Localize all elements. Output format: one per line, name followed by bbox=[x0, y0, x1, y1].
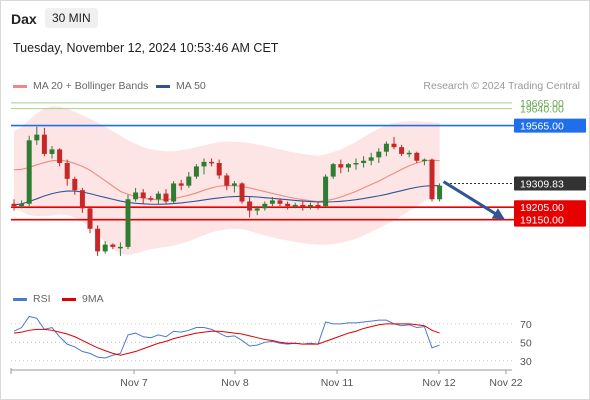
candle-body-54 bbox=[421, 159, 427, 162]
candle-body-36 bbox=[285, 203, 291, 207]
x-tick-label-3: Nov 12 bbox=[422, 377, 455, 389]
candle-body-30 bbox=[239, 183, 245, 202]
level-box-3 bbox=[514, 176, 586, 191]
candle-body-9 bbox=[79, 190, 85, 209]
x-tick-label-1: Nov 8 bbox=[221, 377, 249, 389]
rsi-tick-label-2: 30 bbox=[520, 356, 532, 368]
level-box-4 bbox=[514, 200, 586, 215]
candle-body-42 bbox=[330, 164, 336, 177]
projection-arrow-head-icon bbox=[491, 208, 505, 220]
candle-body-15 bbox=[125, 199, 131, 247]
legend-ma20: MA 20 + Bollinger Bands bbox=[13, 80, 148, 92]
candle-body-16 bbox=[133, 192, 139, 200]
legend-ma20-label: MA 20 + Bollinger Bands bbox=[33, 80, 149, 92]
candle-body-35 bbox=[277, 200, 283, 204]
legend-ma50-label: MA 50 bbox=[176, 80, 206, 92]
candle-body-47 bbox=[368, 157, 374, 161]
candle-body-52 bbox=[406, 152, 412, 155]
candle-body-49 bbox=[383, 143, 389, 152]
ma50-swatch-icon bbox=[156, 84, 170, 88]
symbol-label: Dax bbox=[11, 11, 37, 27]
level-label-3: 19309.83 bbox=[520, 178, 564, 190]
rsi-tick-label-1: 50 bbox=[520, 337, 532, 349]
legend-9ma: 9MA bbox=[62, 293, 104, 305]
candle-body-37 bbox=[292, 204, 298, 207]
candle-body-53 bbox=[414, 152, 420, 161]
candle-body-34 bbox=[269, 200, 275, 204]
candle-body-8 bbox=[72, 178, 78, 191]
candle-body-38 bbox=[300, 204, 306, 207]
rsi-series-9ma bbox=[13, 323, 440, 356]
candle-body-4 bbox=[41, 134, 47, 154]
candle-body-11 bbox=[95, 228, 101, 252]
rsi-tick-label-0: 70 bbox=[520, 319, 532, 331]
candle-body-25 bbox=[201, 161, 207, 167]
candle-body-23 bbox=[186, 176, 192, 186]
candle-body-10 bbox=[87, 208, 93, 229]
candle-body-39 bbox=[307, 204, 313, 207]
rsi-swatch-icon bbox=[13, 297, 27, 301]
toolbar: Dax 30 MIN bbox=[0, 0, 590, 36]
candle-body-26 bbox=[209, 161, 215, 164]
candle-body-18 bbox=[148, 198, 154, 200]
candle-body-40 bbox=[315, 204, 321, 207]
level-label-1: 19640.00 bbox=[520, 104, 564, 116]
timeframe-button[interactable]: 30 MIN bbox=[45, 8, 98, 28]
credit-text: Research © 2024 Trading Central bbox=[423, 80, 580, 92]
x-tick-label-4: Nov 22 bbox=[489, 377, 522, 389]
candle-body-55 bbox=[429, 159, 435, 200]
level-box-2 bbox=[514, 118, 586, 133]
level-label-2: 19565.00 bbox=[520, 121, 564, 133]
x-tick-label-2: Nov 11 bbox=[321, 377, 354, 389]
candle-body-13 bbox=[110, 244, 116, 247]
candle-body-3 bbox=[34, 134, 40, 141]
ma50-line bbox=[13, 185, 440, 206]
candle-body-24 bbox=[193, 166, 199, 177]
candle-body-56 bbox=[437, 185, 443, 200]
candle-body-27 bbox=[216, 163, 222, 176]
level-label-0: 19665.00 bbox=[520, 98, 564, 110]
candle-body-48 bbox=[376, 151, 382, 158]
candle-body-20 bbox=[163, 193, 169, 202]
candle-body-50 bbox=[391, 143, 397, 148]
candle-body-51 bbox=[399, 147, 405, 154]
legend-9ma-label: 9MA bbox=[82, 293, 104, 305]
level-label-5: 19150.00 bbox=[520, 215, 564, 227]
candle-body-45 bbox=[353, 163, 359, 165]
candle-body-1 bbox=[19, 203, 25, 207]
projection-arrow-shaft bbox=[442, 180, 498, 216]
candle-body-19 bbox=[155, 193, 161, 200]
candle-body-21 bbox=[171, 183, 177, 202]
candle-body-2 bbox=[26, 140, 32, 204]
legend-rsi-label: RSI bbox=[33, 293, 51, 305]
ma20-swatch-icon bbox=[13, 84, 27, 88]
candle-body-5 bbox=[49, 149, 55, 154]
candle-body-6 bbox=[57, 149, 63, 163]
legend-rsi: RSI bbox=[13, 293, 51, 305]
level-box-5 bbox=[514, 212, 586, 227]
legend-ma50: MA 50 bbox=[156, 80, 206, 92]
candle-body-33 bbox=[262, 203, 268, 209]
candle-body-14 bbox=[117, 246, 123, 249]
candle-body-7 bbox=[64, 163, 70, 179]
candle-body-32 bbox=[254, 208, 260, 211]
candle-body-29 bbox=[231, 183, 237, 186]
candle-body-46 bbox=[361, 160, 367, 163]
candle-body-22 bbox=[178, 183, 184, 186]
9ma-swatch-icon bbox=[62, 297, 76, 301]
candle-body-31 bbox=[247, 201, 253, 211]
level-label-4: 19205.00 bbox=[520, 202, 564, 214]
candle-body-17 bbox=[140, 192, 146, 199]
candle-body-12 bbox=[102, 244, 108, 252]
candle-body-43 bbox=[338, 164, 344, 168]
candle-body-44 bbox=[345, 164, 351, 168]
x-tick-label-0: Nov 7 bbox=[120, 377, 148, 389]
candle-body-0 bbox=[11, 203, 17, 207]
candle-body-41 bbox=[323, 176, 329, 207]
candle-body-28 bbox=[224, 175, 230, 186]
timestamp: Tuesday, November 12, 2024 10:53:46 AM C… bbox=[13, 41, 279, 55]
rsi-series-rsi bbox=[13, 315, 440, 359]
